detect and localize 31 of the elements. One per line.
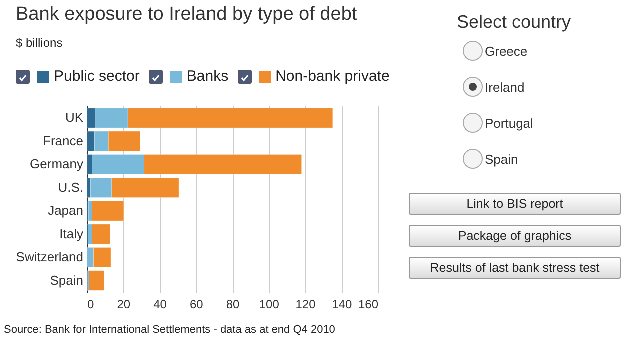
x-tick-label: 60 <box>190 298 204 312</box>
x-tick-label: 120 <box>296 298 316 312</box>
legend-label: Banks <box>186 68 229 85</box>
x-tick-label: 80 <box>226 298 240 312</box>
text: Ireland <box>485 80 525 94</box>
text: Portugal <box>485 116 534 130</box>
chart-title: Bank exposure to Ireland by type of debt <box>16 4 358 26</box>
x-tick-label: 100 <box>259 298 280 312</box>
x-tick-label: 20 <box>117 298 131 312</box>
source-note: Source: Bank for International Settlements - data as at end Q4 2010 <box>4 324 336 336</box>
chart-subtitle: $ billions <box>16 36 63 50</box>
button: Link to BIS report <box>409 193 621 215</box>
y-tick-label: Switzerland <box>16 250 84 265</box>
y-tick-label: France <box>43 133 84 148</box>
text: Spain <box>485 152 518 166</box>
y-tick-label: Italy <box>60 226 84 242</box>
text: Select country <box>457 12 572 33</box>
y-tick-label: Germany <box>30 156 84 172</box>
button: Package of graphics <box>409 225 621 247</box>
x-tick-label: 140 <box>332 298 352 312</box>
y-tick-label: U.S. <box>58 180 84 195</box>
x-tick-label: 40 <box>154 298 168 312</box>
y-tick-label: Japan <box>48 203 84 218</box>
legend-label: Non-bank private <box>276 68 390 85</box>
legend-label: Public sector <box>54 68 140 85</box>
x-tick-label: 160 <box>358 298 379 312</box>
y-tick-label: UK <box>65 110 84 126</box>
y-tick-label: Spain <box>50 272 84 288</box>
button: Results of last bank stress test <box>409 257 621 279</box>
text: Greece <box>485 44 528 58</box>
x-tick-label: 0 <box>88 298 94 312</box>
